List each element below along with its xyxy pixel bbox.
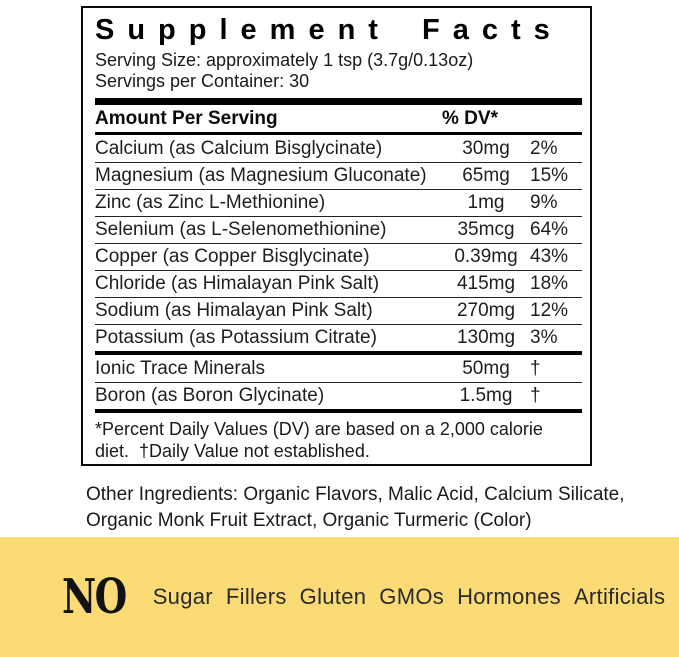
no-claims-list: Sugar Fillers Gluten GMOs Hormones Artificial…: [153, 584, 666, 610]
servings-per-container: Servings per Container: 30: [95, 71, 310, 91]
mineral-dv: 64%: [530, 219, 569, 240]
panel-title: Supplement Facts: [95, 14, 563, 46]
supplement-facts-panel: Supplement Facts Serving Size: approxima…: [81, 6, 592, 466]
minerals-table: Calcium (as Calcium Bisglycinate) 30mg 2% M…: [95, 135, 582, 351]
mineral-dv: 3%: [530, 327, 558, 348]
mineral-dv: 12%: [530, 300, 569, 321]
mineral-amount: 1mg: [467, 192, 505, 213]
mineral-dv: 15%: [530, 165, 569, 186]
divider-under-header: [95, 132, 582, 135]
mineral-amount: 50mg: [462, 357, 510, 379]
table-row: Potassium (as Potassium Citrate) 130mg 3%: [95, 324, 582, 351]
serving-size: Serving Size: approximately 1 tsp (3.7g/…: [95, 50, 474, 70]
divider-thick-top: [95, 98, 582, 105]
mineral-name: Potassium (as Potassium Citrate): [95, 327, 377, 348]
mineral-name: Zinc (as Zinc L-Methionine): [95, 192, 326, 213]
claim-item: Hormones: [457, 584, 561, 609]
mineral-amount: 1.5mg: [459, 385, 513, 406]
mineral-name: Chloride (as Himalayan Pink Salt): [95, 273, 380, 294]
no-label: NO: [62, 569, 127, 625]
table-row: Chloride (as Himalayan Pink Salt) 415mg 18…: [95, 270, 582, 297]
table-row: Sodium (as Himalayan Pink Salt) 270mg 12%: [95, 297, 582, 324]
mineral-dv: 18%: [530, 273, 569, 294]
mineral-name: Ionic Trace Minerals: [95, 357, 266, 379]
claim-item: Fillers: [225, 584, 287, 609]
claim-item: GMOs: [379, 584, 445, 609]
claim-item: Sugar: [152, 584, 213, 609]
table-header-row: Amount Per Serving % DV*: [95, 105, 582, 132]
trace-minerals-table: Ionic Trace Minerals 50mg † Boron (as Boron…: [95, 355, 582, 409]
no-claims-banner: NO Sugar Fillers Gluten GMOs Hormones Artific…: [0, 537, 679, 657]
mineral-amount: 35mcg: [457, 219, 515, 240]
table-row: Magnesium (as Magnesium Gluconate) 65mg 15…: [95, 162, 582, 189]
dv-footnote: *Percent Daily Values (DV) are based on …: [95, 419, 543, 461]
divider-after-minerals: [95, 351, 582, 355]
divider-after-trace: [95, 409, 582, 413]
table-row: Copper (as Copper Bisglycinate) 0.39mg 43%: [95, 243, 582, 270]
mineral-dv: 43%: [530, 246, 569, 267]
mineral-dv: 2%: [530, 137, 558, 159]
mineral-amount: 270mg: [456, 300, 516, 321]
table-row: Calcium (as Calcium Bisglycinate) 30mg 2%: [95, 135, 582, 162]
mineral-name: Boron (as Boron Glycinate): [95, 385, 325, 406]
table-row: Boron (as Boron Glycinate) 1.5mg †: [95, 382, 582, 409]
mineral-dv: †: [530, 357, 541, 379]
mineral-name: Magnesium (as Magnesium Gluconate): [95, 165, 427, 186]
claim-item: Gluten: [299, 584, 367, 609]
other-ingredients: Other Ingredients: Organic Flavors, Mali…: [86, 484, 625, 531]
mineral-name: Copper (as Copper Bisglycinate): [95, 246, 370, 267]
mineral-amount: 0.39mg: [454, 246, 518, 267]
mineral-dv: 9%: [530, 192, 558, 213]
mineral-amount: 65mg: [462, 165, 510, 186]
table-row: Ionic Trace Minerals 50mg †: [95, 355, 582, 382]
table-row: Selenium (as L-Selenomethionine) 35mcg 64%: [95, 216, 582, 243]
table-row: Zinc (as Zinc L-Methionine) 1mg 9%: [95, 189, 582, 216]
claim-item: Artificials: [573, 584, 666, 609]
mineral-name: Selenium (as L-Selenomethionine): [95, 219, 387, 240]
mineral-name: Sodium (as Himalayan Pink Salt): [95, 300, 373, 321]
amount-per-serving-header: Amount Per Serving: [95, 107, 278, 129]
mineral-name: Calcium (as Calcium Bisglycinate): [95, 137, 383, 159]
mineral-amount: 130mg: [456, 327, 516, 348]
dv-header: % DV*: [442, 107, 498, 129]
mineral-dv: †: [530, 385, 541, 406]
mineral-amount: 30mg: [462, 137, 510, 159]
mineral-amount: 415mg: [456, 273, 516, 294]
